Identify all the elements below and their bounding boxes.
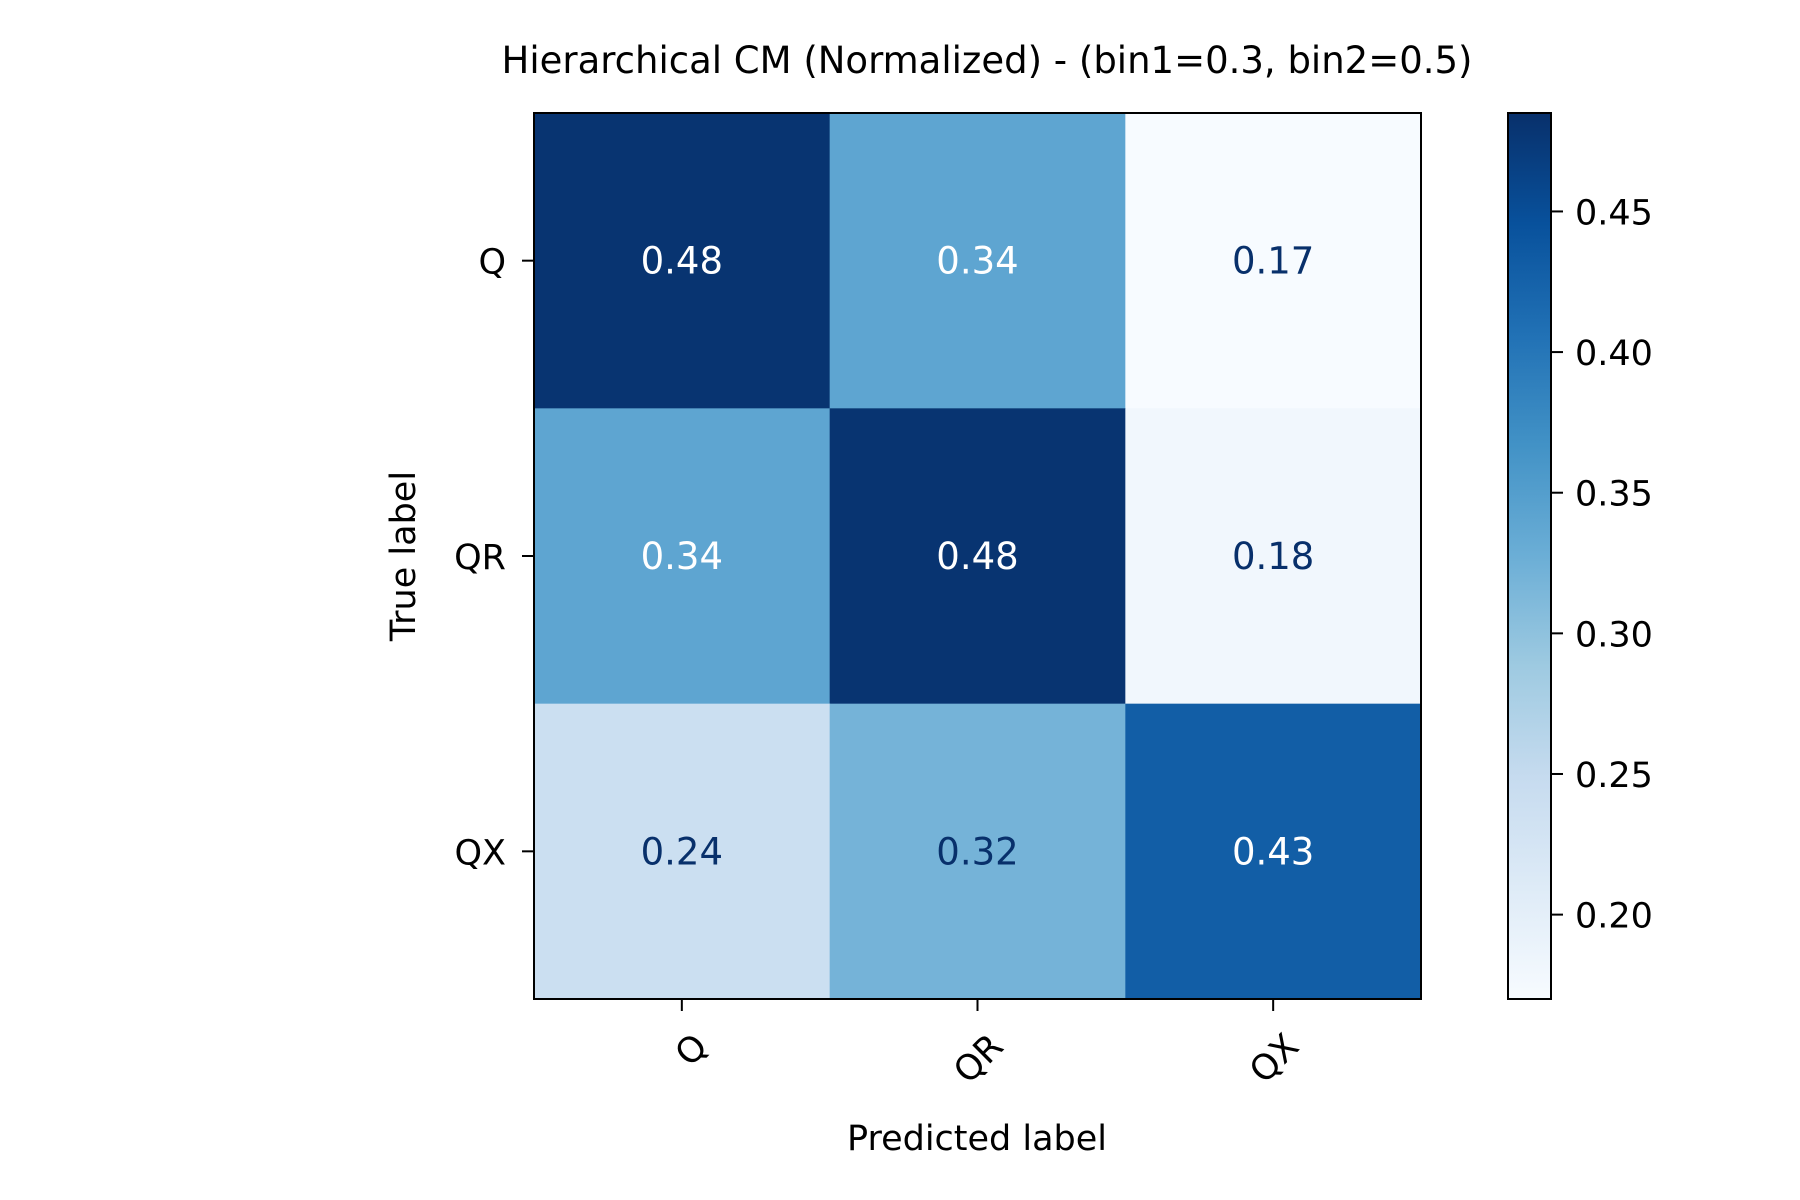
colorbar-tick-label: 0.20 <box>1575 897 1653 937</box>
heatmap-cell-qx-q <box>534 703 831 1000</box>
cell-value-label: 0.48 <box>641 240 723 283</box>
cell-value-label: 0.48 <box>936 535 1018 578</box>
colorbar-tick-label: 0.35 <box>1575 475 1653 515</box>
colorbar-ticks: 0.20 0.25 0.30 0.35 0.40 0.45 <box>1551 193 1653 937</box>
heatmap-cell-qr-qx <box>1125 408 1422 705</box>
cell-value-label: 0.43 <box>1232 830 1314 873</box>
cell-value-label: 0.32 <box>936 830 1018 873</box>
cell-value-labels: 0.48 0.34 0.17 0.34 0.48 0.18 0.24 0.32 0.43 <box>641 240 1315 874</box>
heatmap-cell-qx-qr <box>829 703 1126 1000</box>
colorbar-tick-label: 0.40 <box>1575 334 1653 374</box>
colorbar-tick-label: 0.30 <box>1575 615 1653 655</box>
colorbar-tick-label: 0.25 <box>1575 756 1653 796</box>
colorbar-tick-label: 0.45 <box>1575 193 1653 233</box>
plot-area: 0.48 0.34 0.17 0.34 0.48 0.18 0.24 0.32 0.43 Q QR… <box>454 112 1422 1092</box>
cell-value-label: 0.34 <box>641 535 723 578</box>
heatmap-cell-qr-q <box>534 408 831 705</box>
y-tick-label: Q <box>478 243 506 283</box>
heatmap-cell-q-qx <box>1125 113 1422 409</box>
cell-value-label: 0.24 <box>641 830 723 873</box>
heatmap-cell-qr-qr <box>829 408 1126 705</box>
heatmap-cell-qx-qx <box>1125 703 1422 1000</box>
y-tick-label: QR <box>454 538 506 578</box>
y-tick-label: QX <box>454 833 506 873</box>
colorbar-gradient <box>1508 113 1551 999</box>
heatmap-cell-q-qr <box>829 113 1126 409</box>
cell-value-label: 0.18 <box>1232 535 1314 578</box>
heatmap-cells <box>534 113 1422 1000</box>
y-axis: Q QR QX <box>454 243 534 873</box>
heatmap-cell-q-q <box>534 113 831 409</box>
x-axis-label: Predicted label <box>847 1119 1107 1159</box>
y-axis-label: True label <box>384 471 424 642</box>
cell-value-label: 0.17 <box>1232 240 1314 283</box>
cell-value-label: 0.34 <box>936 240 1018 283</box>
colorbar: 0.20 0.25 0.30 0.35 0.40 0.45 <box>1507 112 1653 1000</box>
colorbar-frame <box>1507 112 1552 1000</box>
chart-title: Hierarchical CM (Normalized) - (bin1=0.3… <box>502 39 1473 82</box>
